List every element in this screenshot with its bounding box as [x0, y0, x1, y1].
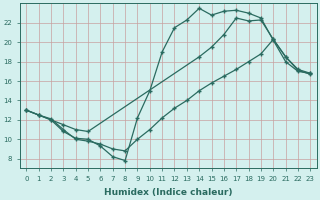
X-axis label: Humidex (Indice chaleur): Humidex (Indice chaleur) [104, 188, 233, 197]
